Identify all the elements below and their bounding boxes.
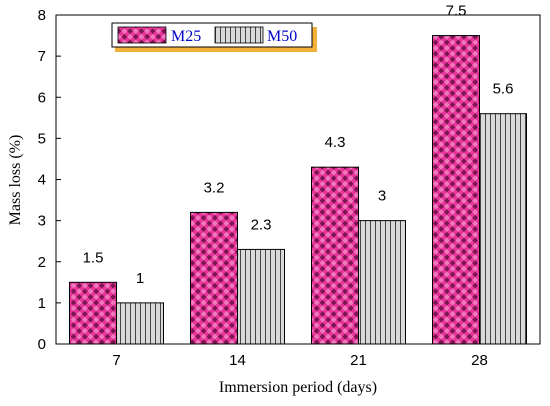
x-tick-label: 14 bbox=[229, 352, 246, 369]
bar-m50-21 bbox=[358, 220, 406, 345]
bar-m25-28 bbox=[432, 35, 480, 345]
data-label-m50-21: 3 bbox=[378, 188, 386, 205]
bar-m50-28 bbox=[479, 113, 527, 345]
legend-swatch-m50 bbox=[214, 26, 264, 44]
data-label-m50-28: 5.6 bbox=[493, 81, 514, 98]
y-axis-title: Mass loss (%) bbox=[7, 135, 24, 226]
data-label-m25-21: 4.3 bbox=[325, 134, 346, 151]
y-tick-label: 3 bbox=[38, 213, 46, 230]
data-labels-group: 1.5 3.2 4.3 7.5 1 2.3 3 5.6 bbox=[83, 3, 514, 287]
x-tick-label: 28 bbox=[471, 352, 488, 369]
y-tick-label: 2 bbox=[38, 254, 46, 271]
legend: M25 M50 bbox=[111, 22, 317, 52]
data-label-m25-7: 1.5 bbox=[83, 249, 104, 266]
y-tick-label: 0 bbox=[38, 336, 46, 353]
legend-swatch-m25 bbox=[117, 26, 167, 44]
data-label-m25-28: 7.5 bbox=[446, 3, 467, 20]
y-tick-label: 5 bbox=[38, 130, 46, 147]
x-axis-title: Immersion period (days) bbox=[219, 379, 377, 396]
y-axis: 0 1 2 3 4 5 6 7 8 bbox=[38, 7, 61, 353]
x-tick-label: 7 bbox=[112, 352, 120, 369]
data-label-m50-7: 1 bbox=[136, 270, 144, 287]
y-tick-label: 8 bbox=[38, 7, 46, 24]
y-tick-label: 1 bbox=[38, 295, 46, 312]
bar-m50-7 bbox=[116, 302, 164, 345]
bar-m50-14 bbox=[237, 248, 285, 345]
y-tick-label: 6 bbox=[38, 89, 46, 106]
bar-m25-14 bbox=[190, 211, 238, 345]
data-label-m25-14: 3.2 bbox=[204, 179, 225, 196]
bar-m25-7 bbox=[69, 281, 117, 345]
bar-m25-21 bbox=[311, 166, 359, 345]
y-tick-label: 4 bbox=[38, 172, 46, 189]
legend-label-m25: M25 bbox=[171, 28, 201, 45]
legend-label-m50: M50 bbox=[267, 28, 297, 45]
x-tick-label: 21 bbox=[350, 352, 367, 369]
data-label-m50-14: 2.3 bbox=[251, 216, 272, 233]
bars-group bbox=[69, 35, 527, 345]
y-tick-label: 7 bbox=[38, 48, 46, 65]
